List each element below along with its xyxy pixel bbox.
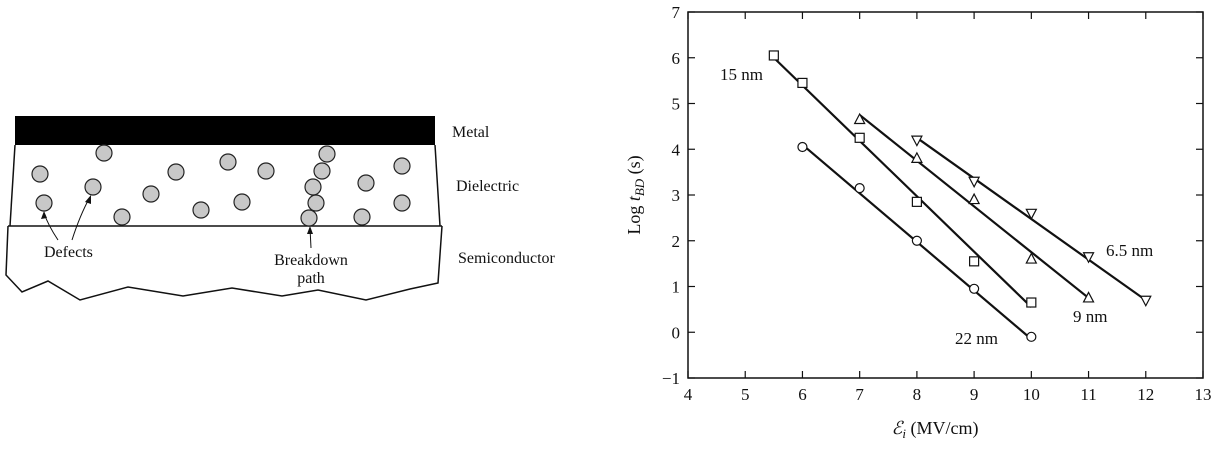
x-axis-symbol: ℰ <box>891 418 904 438</box>
x-tick-label: 10 <box>1023 385 1040 404</box>
data-point <box>968 176 981 189</box>
y-tick-label: −1 <box>662 369 680 388</box>
defect <box>84 178 102 196</box>
y-tick-label: 3 <box>672 186 681 205</box>
data-markers <box>768 50 1152 342</box>
x-tick-label: 9 <box>970 385 979 404</box>
y-tick-label: 5 <box>672 95 681 114</box>
y-axis: −1 0 1 2 3 4 5 6 7 <box>662 3 1203 388</box>
data-point <box>1025 208 1038 221</box>
y-axis-label: Log tBD (s) <box>624 155 647 234</box>
data-point <box>969 283 980 294</box>
defect <box>167 163 185 181</box>
y-axis-subscript: BD <box>632 178 647 196</box>
data-point <box>968 192 981 205</box>
data-point <box>797 141 808 153</box>
arrowhead <box>85 195 91 204</box>
series-label-6_5nm: 6.5 nm <box>1106 241 1153 260</box>
defect <box>142 185 160 203</box>
fit-line <box>858 114 1090 299</box>
data-point <box>1139 295 1152 308</box>
y-axis-variable: t <box>624 195 644 201</box>
defect <box>192 201 210 219</box>
data-point <box>853 112 866 125</box>
plot-frame <box>687 11 1204 379</box>
defect <box>219 153 237 171</box>
defect <box>95 144 113 162</box>
x-tick-label: 11 <box>1080 385 1096 404</box>
y-axis-prefix: Log <box>624 201 644 235</box>
defects-arrow <box>71 196 91 241</box>
y-tick-label: 6 <box>672 49 681 68</box>
series-label-22nm: 22 nm <box>955 329 998 348</box>
data-point <box>1082 252 1095 264</box>
data-point <box>1025 252 1038 264</box>
dielectric-left-edge <box>9 144 16 227</box>
y-tick-label: 2 <box>672 232 681 251</box>
x-axis-subscript: i <box>902 426 906 441</box>
y-axis-units: (s) <box>624 155 645 179</box>
breakdown-label: Breakdown <box>274 252 348 269</box>
annotation-arrows <box>43 196 312 249</box>
defect <box>31 165 49 183</box>
x-tick-label: 4 <box>684 385 693 404</box>
y-tick-label: 4 <box>672 140 681 159</box>
semiconductor-label: Semiconductor <box>458 250 556 267</box>
defect <box>353 208 371 226</box>
data-point <box>854 132 865 143</box>
metal-label: Metal <box>452 124 490 141</box>
data-point <box>910 151 923 163</box>
data-point <box>797 77 808 89</box>
y-tick-label: 1 <box>672 278 681 297</box>
x-tick-label: 13 <box>1195 385 1212 404</box>
breakdown-label-2: path <box>297 270 325 287</box>
data-point <box>969 256 980 267</box>
fit-line <box>773 56 1033 308</box>
data-point <box>1082 291 1095 303</box>
semiconductor-layer <box>5 225 443 301</box>
data-point <box>1026 331 1037 342</box>
x-axis-label: ℰi (MV/cm) <box>891 418 978 441</box>
mos-diagram: Metal Dielectric Semiconductor Defects B… <box>5 116 556 301</box>
metal-layer <box>15 116 435 145</box>
breakdown-defect <box>313 162 331 180</box>
x-tick-label: 8 <box>913 385 922 404</box>
y-tick-label: 7 <box>672 3 681 22</box>
defect <box>357 174 375 192</box>
x-tick-label: 5 <box>741 385 750 404</box>
defects-label: Defects <box>44 244 93 261</box>
defect <box>113 208 131 226</box>
x-tick-label: 6 <box>798 385 807 404</box>
defect <box>393 194 411 212</box>
data-point <box>768 50 779 61</box>
dielectric-label: Dielectric <box>456 178 519 195</box>
arrowhead <box>307 226 313 234</box>
breakdown-defect <box>318 145 336 163</box>
data-point <box>1026 297 1037 308</box>
breakdown-defect <box>307 194 325 212</box>
y-tick-label: 0 <box>672 323 681 342</box>
defect <box>393 157 411 175</box>
data-point <box>911 235 922 246</box>
defects <box>31 144 411 227</box>
defect <box>257 162 275 180</box>
series-label-9nm: 9 nm <box>1073 307 1107 326</box>
dielectric-right-edge <box>434 144 441 227</box>
data-point <box>854 183 865 194</box>
x-tick-label: 12 <box>1137 385 1154 404</box>
x-axis: 4 5 6 7 8 9 10 11 12 13 <box>684 12 1212 404</box>
x-axis-units: (MV/cm) <box>906 418 978 439</box>
arrowhead <box>41 211 47 219</box>
defect <box>233 193 251 211</box>
x-tick-label: 7 <box>855 385 864 404</box>
defect <box>35 194 53 212</box>
series-label-15nm: 15 nm <box>720 65 763 84</box>
data-point <box>911 196 922 207</box>
breakdown-defect <box>304 178 322 196</box>
data-point <box>910 135 923 147</box>
breakdown-defect <box>300 209 318 227</box>
